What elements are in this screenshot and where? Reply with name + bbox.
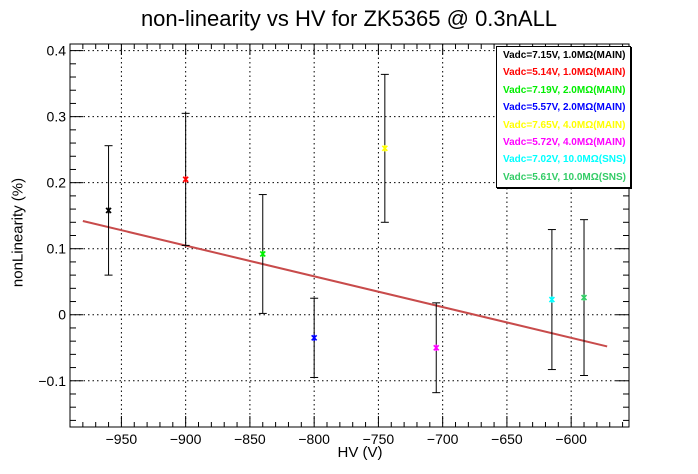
y-tick-label: 0.2: [47, 175, 67, 191]
legend-entry: Vadc=5.57V, 2.0MΩ(MAIN): [503, 102, 626, 114]
x-tick-label: −600: [555, 431, 587, 447]
legend-entry: Vadc=7.65V, 4.0MΩ(MAIN): [503, 119, 626, 131]
chart-title: non-linearity vs HV for ZK5365 @ 0.3nALL: [140, 6, 558, 31]
x-tick-label: −750: [363, 431, 395, 447]
legend-entry: Vadc=7.02V, 10.0MΩ(SNS): [503, 154, 626, 166]
y-tick-label: −0.1: [38, 373, 66, 389]
data-point: [182, 176, 189, 183]
data-point: [433, 344, 440, 351]
data-point: [105, 207, 112, 214]
y-tick-label: 0.1: [47, 241, 67, 257]
y-tick-label: 0.3: [47, 109, 67, 125]
data-point: [548, 296, 555, 303]
x-tick-label: −850: [234, 431, 266, 447]
legend-entry: Vadc=7.19V, 2.0MΩ(MAIN): [503, 84, 626, 96]
legend: Vadc=7.15V, 1.0MΩ(MAIN) Vadc=5.14V, 1.0M…: [496, 46, 631, 188]
y-tick-label: 0: [58, 307, 66, 323]
fit-line: [82, 219, 608, 348]
x-tick-label: −900: [170, 431, 202, 447]
legend-entry: Vadc=5.14V, 1.0MΩ(MAIN): [503, 67, 626, 79]
x-axis-label: HV (V): [337, 444, 383, 461]
x-tick-label: −650: [491, 431, 523, 447]
data-point: [580, 294, 588, 301]
legend-entry: Vadc=7.15V, 1.0MΩ(MAIN): [503, 50, 626, 61]
x-tick-label: −700: [427, 431, 459, 447]
legend-entry: Vadc=5.72V, 4.0MΩ(MAIN): [503, 136, 626, 148]
x-tick-label: −800: [298, 431, 330, 447]
data-point: [311, 334, 318, 342]
x-tick-label: −950: [106, 431, 138, 447]
data-point: [381, 145, 388, 152]
data-point: [259, 250, 266, 258]
legend-entry: Vadc=5.61V, 10.0MΩ(SNS): [503, 171, 626, 183]
y-axis-label: nonLinearity (%): [9, 177, 27, 288]
y-tick-label: 0.4: [47, 43, 67, 59]
